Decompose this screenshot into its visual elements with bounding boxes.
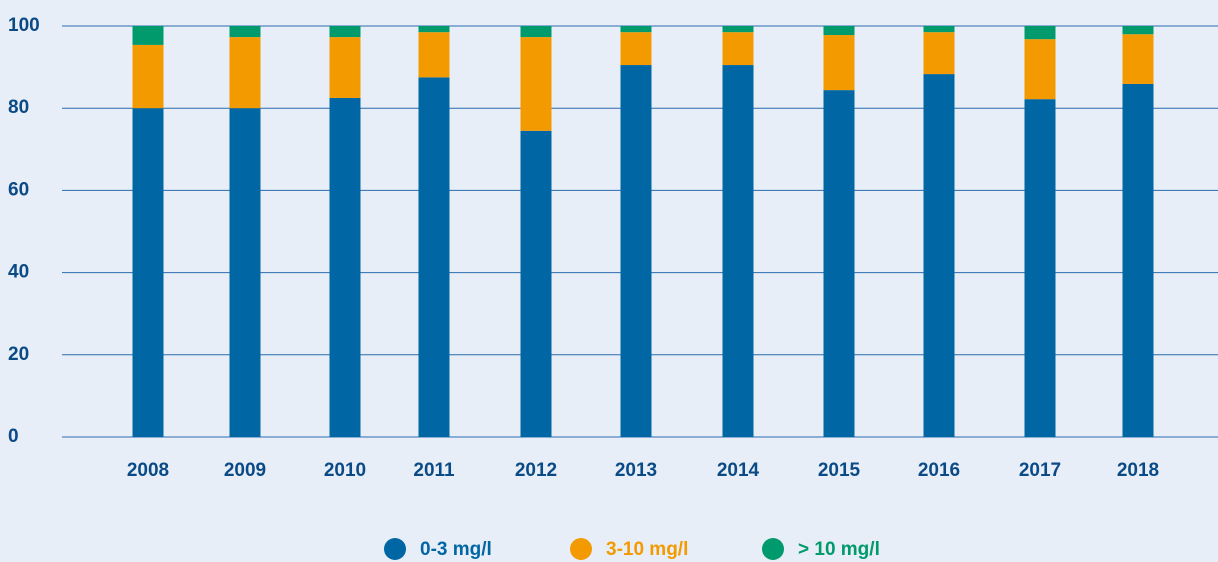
bar-segment [1122, 83, 1154, 438]
y-tick-label: 0 [8, 426, 19, 447]
y-tick-label: 100 [8, 15, 40, 36]
bar-segment [418, 26, 450, 33]
x-tick-label: 2017 [1019, 460, 1061, 481]
x-tick-label: 2013 [615, 460, 657, 481]
bar-segment [229, 108, 261, 437]
bar-segment [229, 37, 261, 109]
bar-segment [620, 65, 652, 438]
bar-segment [132, 26, 164, 45]
bar-segment [722, 65, 754, 438]
y-tick-label: 20 [8, 344, 29, 365]
bar-segment [620, 26, 652, 33]
bar-segment [418, 32, 450, 78]
bar-segment [620, 32, 652, 66]
bar-segment [1024, 39, 1056, 100]
bar-segment [329, 26, 361, 38]
bar-segment [229, 26, 261, 38]
x-tick-label: 2012 [515, 460, 557, 481]
bar-segment [823, 35, 855, 91]
legend-label: 3-10 mg/l [606, 539, 688, 560]
legend-swatch [384, 538, 406, 560]
bar-segment [722, 32, 754, 66]
bar-segment [418, 77, 450, 437]
bar-segment [329, 97, 361, 438]
y-tick-label: 80 [8, 97, 29, 118]
bar-segment [520, 130, 552, 437]
bar-segment [923, 32, 955, 75]
x-tick-label: 2016 [918, 460, 960, 481]
bar-segment [1024, 26, 1056, 40]
x-tick-label: 2014 [717, 460, 760, 481]
bar-segment [520, 37, 552, 131]
bar-segment [923, 74, 955, 437]
bar-segment [132, 44, 164, 109]
bar-segment [1122, 26, 1154, 35]
legend-label: > 10 mg/l [798, 539, 880, 560]
bar-segment [132, 108, 164, 437]
legend-swatch [570, 538, 592, 560]
bar-segment [329, 37, 361, 98]
y-tick-label: 40 [8, 262, 29, 283]
bar-segment [823, 26, 855, 36]
bar-segment [1122, 34, 1154, 84]
bar-segment [722, 26, 754, 33]
x-tick-label: 2011 [413, 460, 455, 481]
legend-swatch [762, 538, 784, 560]
x-tick-label: 2008 [127, 460, 169, 481]
x-tick-label: 2009 [224, 460, 266, 481]
y-tick-label: 60 [8, 179, 29, 200]
bar-segment [520, 26, 552, 38]
bar-segment [1024, 99, 1056, 438]
legend-label: 0-3 mg/l [420, 539, 492, 560]
x-tick-label: 2010 [324, 460, 366, 481]
bar-segment [823, 90, 855, 437]
x-tick-label: 2015 [818, 460, 861, 481]
bar-segment [923, 26, 955, 33]
x-tick-label: 2018 [1117, 460, 1159, 481]
